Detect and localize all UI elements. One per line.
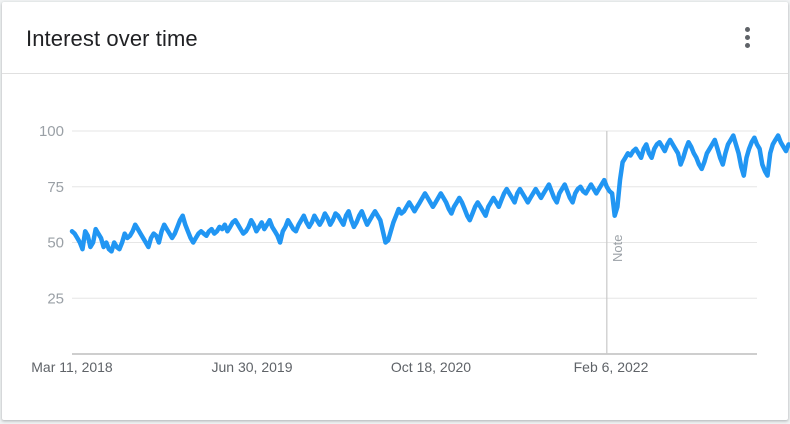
y-tick-label: 25 [47, 290, 64, 307]
x-tick-label: Jun 30, 2019 [212, 359, 293, 375]
menu-dot [745, 43, 750, 48]
x-tick-label: Mar 11, 2018 [31, 359, 113, 375]
more-vert-icon[interactable] [734, 24, 762, 52]
menu-dot [745, 35, 750, 40]
note-label: Note [610, 235, 625, 262]
y-tick-label: 50 [47, 235, 64, 252]
card-header: Interest over time [2, 2, 788, 74]
x-tick-label: Feb 6, 2022 [574, 359, 649, 375]
menu-dot [745, 27, 750, 32]
interest-series-line [69, 133, 790, 254]
y-tick-label: 100 [39, 123, 64, 140]
card-title: Interest over time [26, 26, 198, 51]
y-tick-label: 75 [47, 179, 64, 196]
x-tick-label: Oct 18, 2020 [391, 359, 471, 375]
